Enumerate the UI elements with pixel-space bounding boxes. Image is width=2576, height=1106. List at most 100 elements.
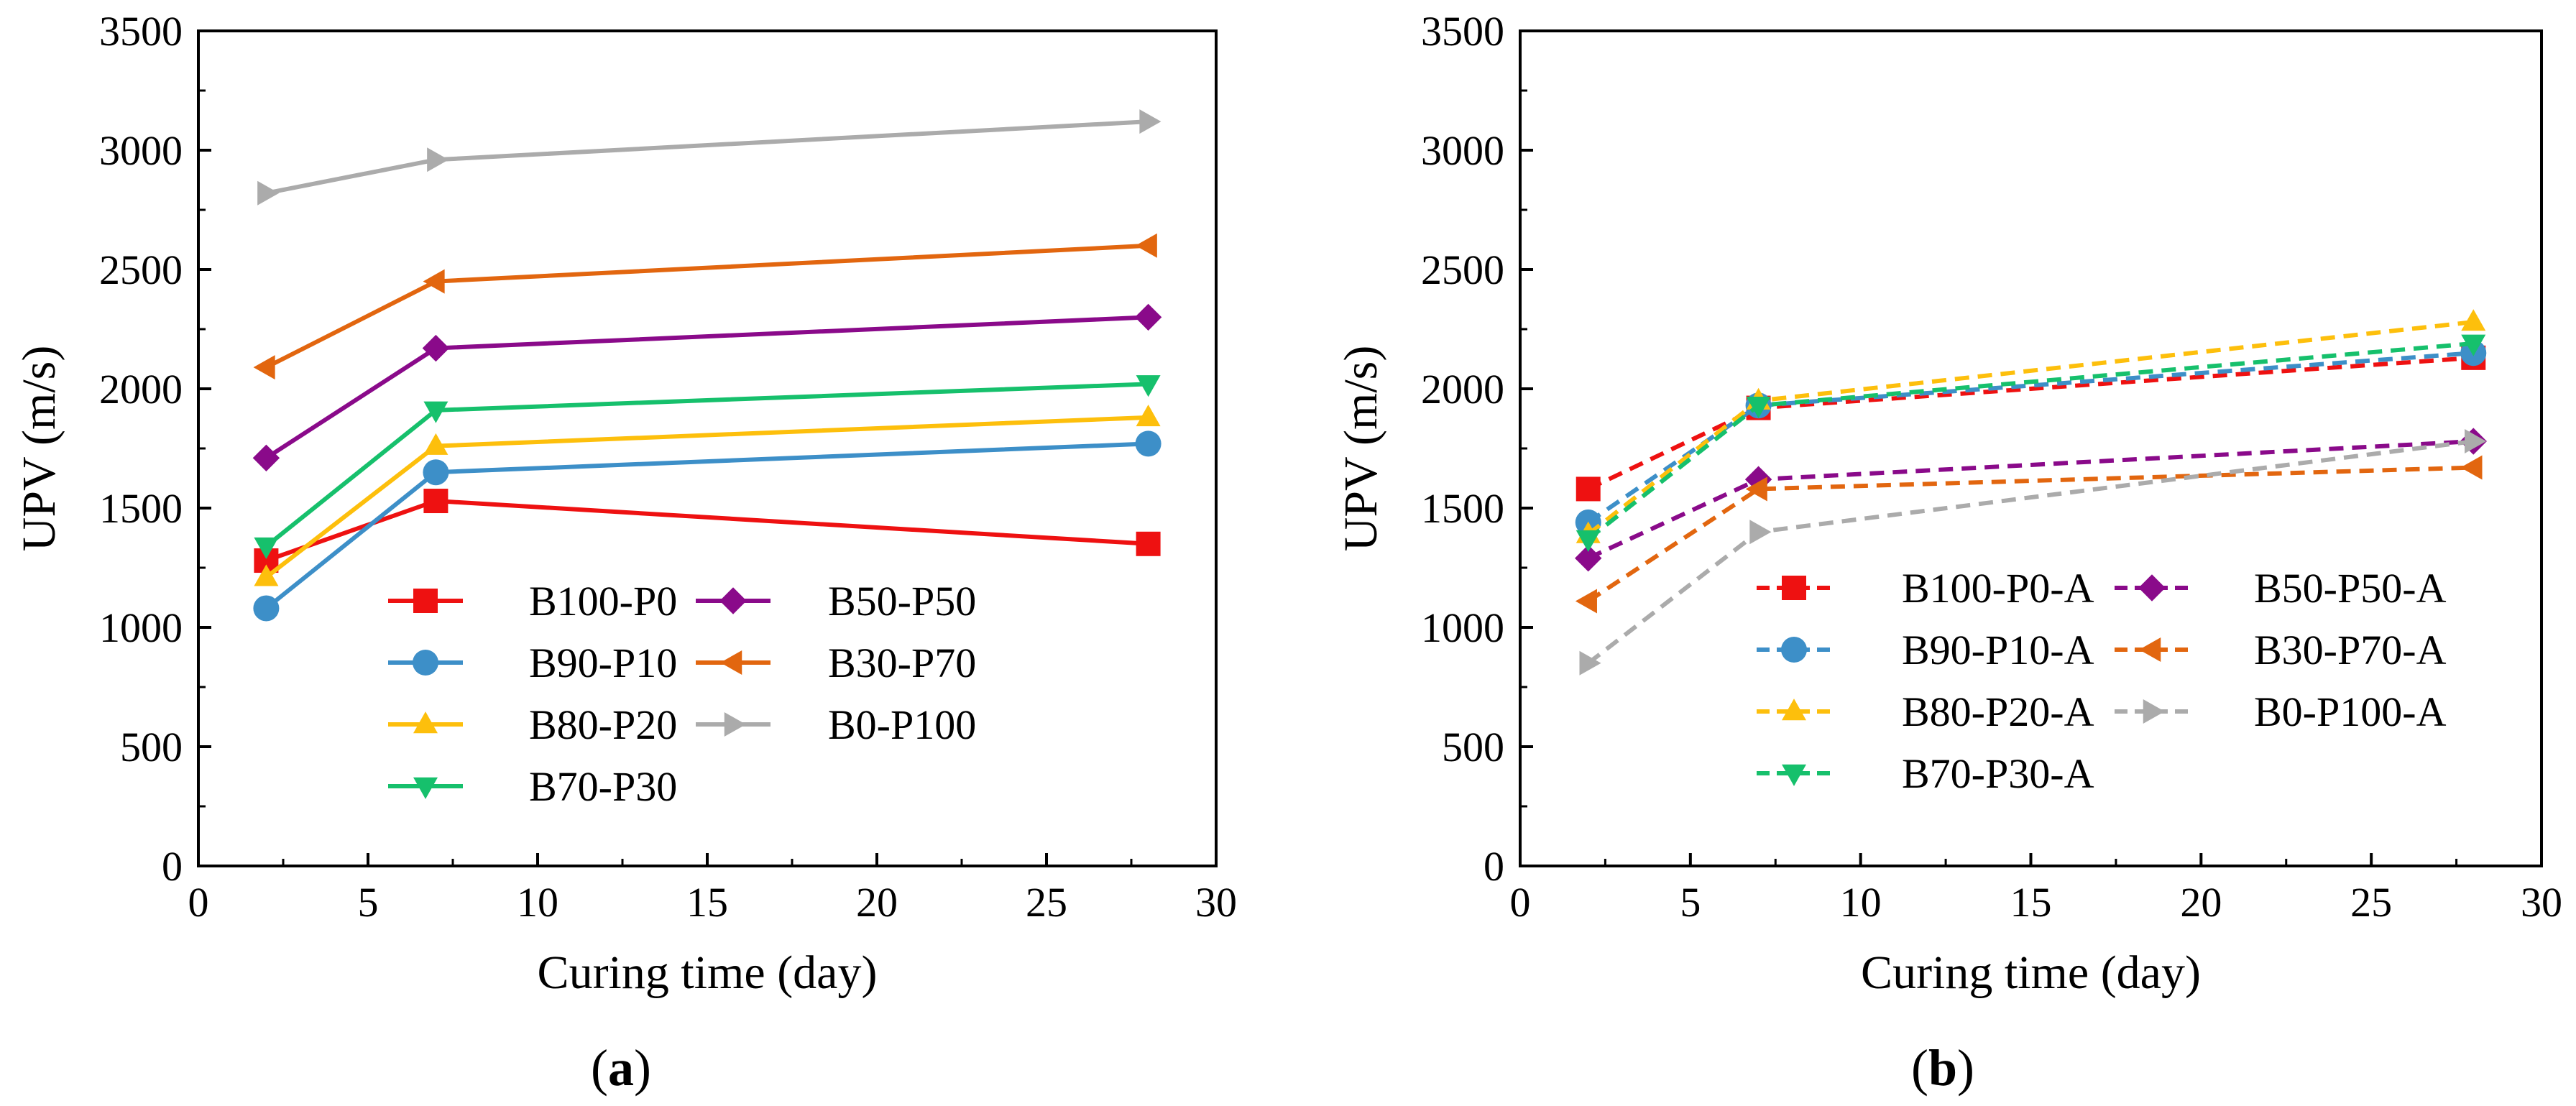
legend-marker-b100-p0 [413,589,438,613]
chart-b-y-tick-label: 2000 [1421,366,1504,413]
data-point-b80-p20 [1136,404,1161,427]
legend-label-b30-p70-a: B30-P70-A [2254,627,2447,673]
legend-label-b80-p20: B80-P20 [529,701,677,748]
data-point-b70-p30-a [2461,334,2486,356]
data-point-b100-p0 [423,489,448,514]
legend-marker-b100-p0-a [1782,576,1806,600]
data-point-b0-p100-a [2465,429,2487,454]
chart-a-y-tick-label: 3500 [99,8,183,55]
chart-b-y-tick-label: 3000 [1421,127,1504,174]
chart-a-x-tick-label: 20 [856,879,898,926]
legend-label-b90-p10: B90-P10 [529,640,677,686]
data-point-b0-p100-a [1749,520,1772,545]
legend-label-b0-p100-a: B0-P100-A [2254,688,2447,735]
legend-marker-b70-p30-a [1782,764,1806,786]
chart-a-y-tick-label: 1000 [99,604,183,651]
data-point-b90-p10 [423,459,449,486]
data-point-b0-p100 [257,180,280,206]
legend-label-b50-p50: B50-P50 [828,578,976,625]
series-line-b30-p70-a [1587,465,2474,603]
data-point-b70-p30 [1136,375,1161,397]
data-point-b30-p70-a [2460,455,2483,480]
chart-a-x-tick-label: 15 [686,879,728,926]
data-point-b30-p70-a [1745,476,1767,502]
data-point-b30-p70-a [1575,589,1597,614]
data-point-b0-p100-a [1579,650,1601,676]
legend-marker-b80-p20 [413,711,438,734]
series-line-b50-p50-a [1587,439,2474,561]
chart-b-panel-label: (b) [1911,1039,1974,1097]
series-line-b30-p70 [265,243,1149,369]
data-point-b80-p20 [254,564,279,586]
data-point-b70-p30 [254,537,279,559]
data-point-b0-p100 [1139,109,1162,134]
legend-label-b80-p20-a: B80-P20-A [1902,688,2094,735]
legend-label-b0-p100: B0-P100 [828,701,976,748]
data-point-b50-p50 [252,444,280,471]
chart-a-x-tick-label: 25 [1026,879,1067,926]
chart-a-y-tick-label: 2000 [99,366,183,413]
chart-b-x-tick-label: 30 [2521,879,2562,926]
chart-a-x-tick-label: 30 [1195,879,1237,926]
chart-b-x-tick-label: 0 [1510,879,1531,926]
data-point-b70-p30-a [1746,397,1771,419]
chart-a-x-tick-label: 5 [358,879,379,926]
series-line-b100-p0 [265,499,1149,563]
data-point-b90-p10 [253,595,280,622]
chart-a-y-tick-label: 0 [162,843,183,890]
chart-b-y-tick-label: 3500 [1421,8,1504,55]
data-point-b0-p100 [427,147,449,172]
data-point-b90-p10 [1135,430,1162,457]
series-line-b80-p20-a [1586,320,2474,536]
chart-a-y-tick-label: 2500 [99,246,183,293]
chart-b-x-tick-label: 25 [2350,879,2392,926]
chart-a-panel-label: (a) [591,1039,651,1097]
series-line-b90-p10 [264,441,1149,610]
legend-marker-b70-p30 [413,777,438,799]
chart-b-y-tick-label: 1500 [1421,485,1504,532]
legend-label-b100-p0: B100-P0 [529,578,677,625]
chart-a-y-tick-label: 1500 [99,485,183,532]
data-point-b50-p50 [422,334,450,362]
legend-marker-b80-p20-a [1782,699,1806,721]
data-point-b50-p50 [1134,303,1162,331]
chart-b-y-tick-label: 1000 [1421,604,1504,651]
legend-label-b30-p70: B30-P70 [828,640,976,686]
legend-label-b50-p50-a: B50-P50-A [2254,565,2447,612]
legend-label-b70-p30-a: B70-P30-A [1902,750,2094,797]
chart-b-x-tick-label: 15 [2010,879,2052,926]
legend-label-b70-p30: B70-P30 [529,763,677,810]
series-line-b0-p100 [265,119,1149,195]
chart-a-y-tick-label: 500 [120,724,183,770]
chart-b-y-axis-title: UPV (m/s) [1335,346,1387,552]
chart-a-x-axis-title: Curing time (day) [538,946,878,999]
chart-panel-a: 0 5 10 15 20 25 30 0 500 1000 1500 2000 2500 3000 3500… [13,8,1237,1097]
legend-marker-b50-p50 [719,587,747,614]
data-point-b70-p30-a [1576,530,1601,553]
chart-a-legend: B100-P0 B50-P50 B90-P10 B30-P70 B80-P20 B0-P1… [388,578,976,810]
legend-marker-b30-p70 [720,650,742,675]
chart-b-x-tick-label: 10 [1840,879,1882,926]
data-point-b30-p70 [423,269,445,294]
legend-label-b90-p10-a: B90-P10-A [1902,627,2094,673]
chart-a-y-axis-title: UPV (m/s) [13,346,65,552]
data-point-b80-p20-a [2461,309,2486,331]
legend-marker-b50-p50-a [2138,574,2166,602]
legend-marker-b0-p100-a [2143,699,2165,724]
legend-marker-b0-p100 [724,712,746,737]
chart-b-y-tick-label: 2500 [1421,246,1504,293]
legend-marker-b90-p10-a [1781,637,1807,663]
legend-marker-b90-p10 [413,650,438,676]
data-point-b80-p20 [423,433,448,455]
chart-panel-b: 0 5 10 15 20 25 30 0 500 1000 1500 2000 2500 3000 3500… [1335,8,2562,1097]
data-point-b50-p50-a [1575,545,1602,572]
chart-a-y-tick-label: 3000 [99,127,183,174]
data-point-b100-p0 [1136,531,1161,556]
chart-b-y-tick-label: 500 [1442,724,1504,770]
legend-marker-b30-p70-a [2139,637,2161,662]
data-point-b70-p30 [423,401,448,423]
chart-b-legend: B100-P0-A B50-P50-A B90-P10-A B30-P70-A B80-… [1757,565,2447,797]
data-point-b30-p70 [1135,233,1157,258]
chart-b-x-tick-label: 20 [2180,879,2222,926]
